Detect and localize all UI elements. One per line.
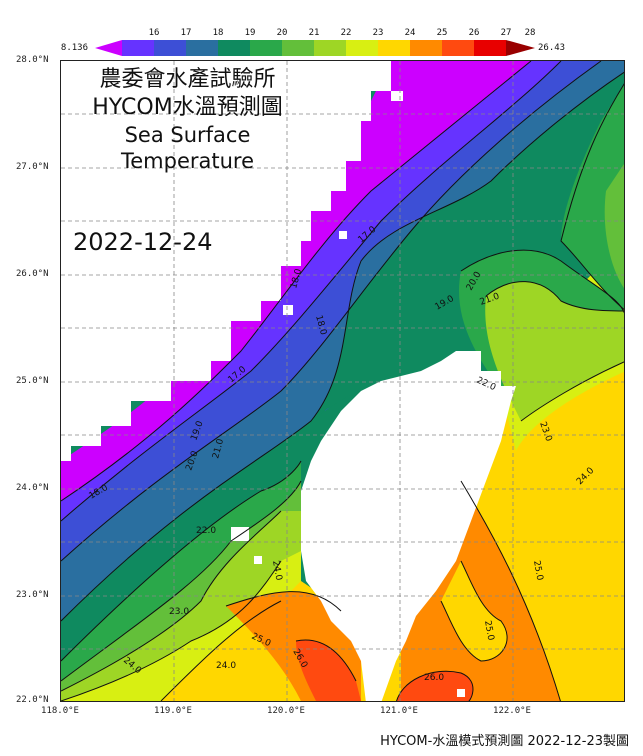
contour-label: 24.0 <box>216 661 236 671</box>
lat-label-27: 27.0°N <box>16 162 49 172</box>
lon-label-119: 119.0°E <box>154 706 192 716</box>
colorbar-tick: 20 <box>276 28 288 38</box>
colorbar-tick: 23 <box>372 28 384 38</box>
colorbar-max-label: 26.43 <box>538 43 566 53</box>
colorbar-tick: 19 <box>244 28 256 38</box>
lon-label-121: 121.0°E <box>380 706 418 716</box>
lat-label-26: 26.0°N <box>16 269 49 279</box>
sst-contour-field: 17.0 17.0 18.0 18.0 18.0 19.0 19.0 20.0 … <box>61 61 624 701</box>
contour-label: 25.0 <box>531 560 544 582</box>
lon-label-118: 118.0°E <box>41 706 79 716</box>
contour-label: 26.0 <box>424 673 444 683</box>
contour-label: 25.0 <box>482 620 495 642</box>
title-english-1: Sea Surface <box>124 123 251 147</box>
map-title: 農委會水產試驗所 HYCOM水溫預測圖 Sea Surface Temperat… <box>60 66 315 174</box>
lat-label-24: 24.0°N <box>16 483 49 493</box>
colorbar-tick: 28 <box>524 28 536 38</box>
colorbar-graphic <box>95 40 535 56</box>
lat-label-22: 22.0°N <box>16 695 49 705</box>
contour-label: 24.0 <box>270 560 283 582</box>
colorbar-tick: 22 <box>340 28 352 38</box>
lon-label-122: 122.0°E <box>493 706 531 716</box>
colorbar-tick: 24 <box>404 28 416 38</box>
title-product: HYCOM水溫預測圖 <box>92 95 283 120</box>
sst-map: 17.0 17.0 18.0 18.0 18.0 19.0 19.0 20.0 … <box>60 60 625 702</box>
lat-label-23: 23.0°N <box>16 590 49 600</box>
colorbar-min-label: 8.136 <box>60 43 88 53</box>
title-institution: 農委會水產試驗所 <box>99 67 276 92</box>
contour-label: 22.0 <box>196 526 216 536</box>
colorbar-tick: 18 <box>212 28 224 38</box>
contour-label: 23.0 <box>169 607 189 617</box>
lon-label-120: 120.0°E <box>267 706 305 716</box>
lat-label-28: 28.0°N <box>16 55 49 65</box>
footer-caption: HYCOM-水溫模式預測圖 2022-12-23製圖 <box>380 734 629 749</box>
forecast-date: 2022-12-24 <box>73 228 213 256</box>
lat-label-25: 25.0°N <box>16 376 49 386</box>
title-english-2: Temperature <box>120 149 255 173</box>
colorbar-tick: 16 <box>148 28 160 38</box>
colorbar-tick: 21 <box>308 28 320 38</box>
colorbar: 8.136 26.43 16 17 18 19 20 21 22 23 24 2… <box>0 0 643 60</box>
colorbar-tick: 25 <box>436 28 448 38</box>
colorbar-tick: 17 <box>180 28 192 38</box>
colorbar-tick: 26 <box>468 28 480 38</box>
colorbar-tick: 27 <box>500 28 512 38</box>
